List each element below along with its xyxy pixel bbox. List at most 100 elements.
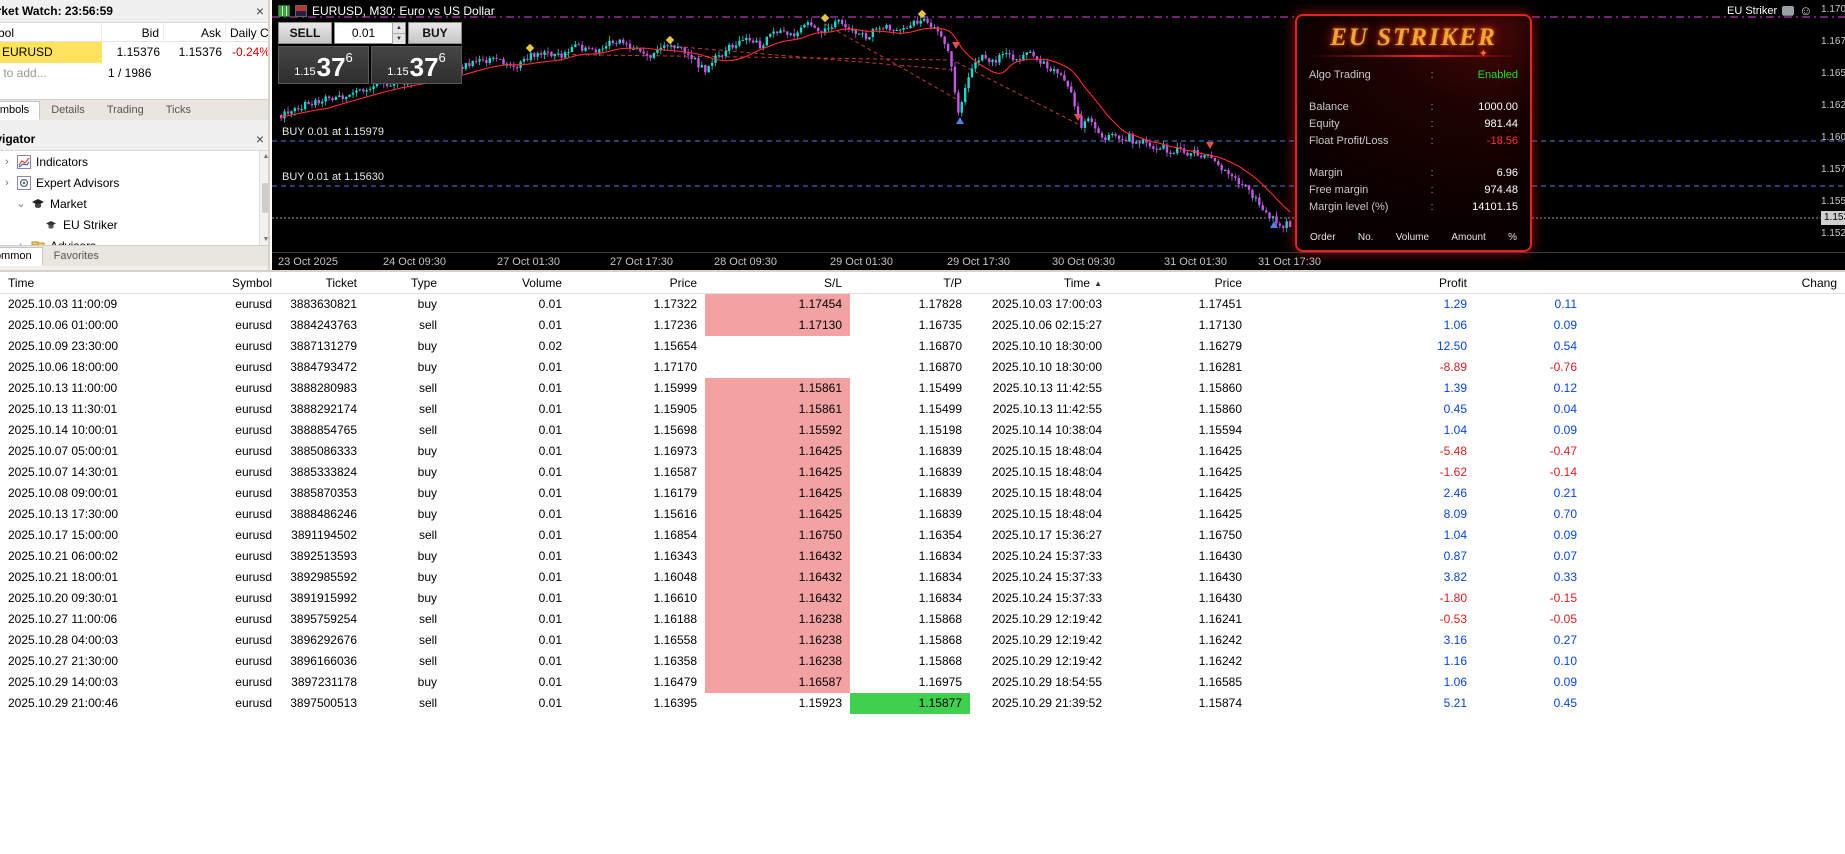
tree-item-advisors[interactable]: › Advisors bbox=[0, 235, 268, 246]
history-row[interactable]: 2025.10.13 11:30:01 eurusd 3888292174 sell 0… bbox=[0, 399, 1845, 420]
one-click-buttons: SELL 0.01 ▲ ▼ BUY bbox=[278, 22, 464, 44]
tab-trading[interactable]: Trading bbox=[106, 104, 144, 116]
history-row[interactable]: 2025.10.27 21:30:00 eurusd 3896166036 sell 0… bbox=[0, 651, 1845, 672]
history-row[interactable]: 2025.10.14 10:00:01 eurusd 3888854765 sell 0… bbox=[0, 420, 1845, 441]
history-cell: 1.16870 bbox=[918, 339, 962, 353]
col-volume[interactable]: Volume bbox=[521, 276, 562, 290]
tree-item-expert-advisors[interactable]: › Expert Advisors bbox=[0, 172, 268, 193]
market-watch-row-eurusd[interactable]: EURUSD 1.15376 1.15376 -0.24% bbox=[0, 42, 268, 63]
col-profit[interactable]: Profit bbox=[1438, 276, 1467, 290]
history-cell bbox=[1585, 441, 1845, 462]
history-row[interactable]: 2025.10.29 21:00:46 eurusd 3897500513 sell 0… bbox=[0, 693, 1845, 714]
col-type[interactable]: Type bbox=[410, 276, 437, 290]
history-cell: 0.33 bbox=[1553, 570, 1577, 584]
history-cell: 1.16048 bbox=[653, 570, 697, 584]
history-row[interactable]: 2025.10.07 05:00:01 eurusd 3885086333 buy 0.… bbox=[0, 441, 1845, 462]
history-cell: 0.09 bbox=[1553, 528, 1577, 542]
tab-symbols[interactable]: Symbols bbox=[0, 101, 41, 120]
col-close-time[interactable]: Time ▲ bbox=[1063, 276, 1102, 290]
history-cell: -1.80 bbox=[1439, 591, 1467, 605]
buy-price-display[interactable]: 1.15 37 6 bbox=[371, 46, 462, 84]
chevron-right-icon[interactable]: › bbox=[5, 176, 9, 189]
history-row[interactable]: 2025.10.08 09:00:01 eurusd 3885870353 buy 0.… bbox=[0, 483, 1845, 504]
col-open-time[interactable]: Time bbox=[8, 276, 35, 290]
history-row[interactable]: 2025.10.20 09:30:01 eurusd 3891915992 buy 0.… bbox=[0, 588, 1845, 609]
chevron-down-icon[interactable]: ⌄ bbox=[16, 198, 26, 210]
history-cell bbox=[705, 336, 850, 357]
col-change-values[interactable] bbox=[1475, 272, 1585, 293]
spinner-up-icon[interactable]: ▲ bbox=[393, 23, 405, 34]
history-cell: 1.17322 bbox=[653, 297, 697, 311]
date-axis[interactable]: 23 Oct 2025 24 Oct 09:30 27 Oct 01:30 27 Oc… bbox=[272, 252, 1845, 270]
history-cell: 1.16587 bbox=[705, 672, 850, 693]
history-cell: 1.15698 bbox=[653, 423, 697, 437]
tree-item-indicators[interactable]: › Indicators bbox=[0, 151, 268, 172]
spinner-down-icon[interactable]: ▼ bbox=[393, 34, 405, 44]
history-cell: buy bbox=[417, 444, 437, 458]
col-change[interactable]: Chang bbox=[1801, 276, 1837, 290]
column-symbol[interactable]: Symbol bbox=[0, 23, 102, 41]
col-symbol[interactable]: Symbol bbox=[231, 276, 272, 290]
history-cell: eurusd bbox=[235, 570, 272, 584]
bid-price: 1.15376 bbox=[116, 45, 160, 59]
history-cell: 1.16425 bbox=[1198, 507, 1242, 521]
buy-button[interactable]: BUY bbox=[408, 22, 462, 44]
history-row[interactable]: 2025.10.06 01:00:00 eurusd 3884243763 sell 0… bbox=[0, 315, 1845, 336]
history-row[interactable]: 2025.10.06 18:00:00 eurusd 3884793472 buy 0.… bbox=[0, 357, 1845, 378]
col-ticket[interactable]: Ticket bbox=[325, 276, 357, 290]
history-row[interactable]: 2025.10.09 23:30:00 eurusd 3887131279 buy 0.… bbox=[0, 336, 1845, 357]
column-ask[interactable]: Ask bbox=[164, 23, 226, 41]
horizontal-splitter[interactable] bbox=[0, 270, 1845, 272]
volume-input[interactable]: 0.01 ▲ ▼ bbox=[334, 22, 406, 44]
history-cell: 8.09 bbox=[1443, 507, 1467, 521]
sell-price-display[interactable]: 1.15 37 6 bbox=[278, 46, 369, 84]
history-row[interactable]: 2025.10.29 14:00:03 eurusd 3897231178 buy 0.… bbox=[0, 672, 1845, 693]
ask-price: 1.15376 bbox=[178, 45, 222, 59]
scroll-up-icon[interactable]: ▲ bbox=[262, 153, 270, 160]
hat-icon bbox=[1782, 6, 1795, 15]
history-row[interactable]: 2025.10.03 11:00:09 eurusd 3883630821 buy 0.… bbox=[0, 294, 1845, 315]
history-cell: eurusd bbox=[235, 528, 272, 542]
column-bid[interactable]: Bid bbox=[102, 23, 164, 41]
ea-chart-label[interactable]: EU Striker ☺ bbox=[1727, 4, 1812, 17]
tree-item-market[interactable]: ⌄ Market bbox=[0, 193, 268, 214]
col-open-price[interactable]: Price bbox=[669, 276, 697, 290]
scroll-down-icon[interactable]: ▼ bbox=[262, 236, 270, 243]
chevron-right-icon[interactable]: › bbox=[5, 155, 9, 168]
history-row[interactable]: 2025.10.13 17:30:00 eurusd 3888486246 buy 0.… bbox=[0, 504, 1845, 525]
history-row[interactable]: 2025.10.28 04:00:03 eurusd 3896292676 sell 0… bbox=[0, 630, 1845, 651]
history-cell: 1.17454 bbox=[705, 294, 850, 315]
history-cell: eurusd bbox=[235, 381, 272, 395]
click-to-add-label[interactable]: Click to add... bbox=[0, 66, 47, 80]
tab-ticks[interactable]: Ticks bbox=[165, 104, 191, 116]
chevron-right-icon[interactable]: › bbox=[16, 240, 26, 246]
column-daily-change[interactable]: Daily Ch... bbox=[226, 23, 268, 41]
history-row[interactable]: 2025.10.17 15:00:00 eurusd 3891194502 sell 0… bbox=[0, 525, 1845, 546]
navigator-scrollbar[interactable]: ▲ ▼ bbox=[259, 151, 270, 245]
tab-common[interactable]: Common bbox=[0, 247, 43, 266]
smiley-icon[interactable]: ☺ bbox=[1799, 3, 1813, 18]
date-axis-label: 28 Oct 09:30 bbox=[714, 256, 777, 268]
history-row[interactable]: 2025.10.21 06:00:02 eurusd 3892513593 buy 0.… bbox=[0, 546, 1845, 567]
symbol-counter: 1 / 1986 bbox=[108, 66, 152, 80]
market-icon bbox=[31, 197, 45, 211]
scrollbar-thumb[interactable] bbox=[261, 183, 268, 213]
click-to-add-row[interactable]: Click to add... 1 / 1986 bbox=[0, 63, 268, 84]
history-row[interactable]: 2025.10.07 14:30:01 eurusd 3885333824 buy 0.… bbox=[0, 462, 1845, 483]
history-row[interactable]: 2025.10.27 11:00:06 eurusd 3895759254 sell 0… bbox=[0, 609, 1845, 630]
col-tp[interactable]: T/P bbox=[943, 276, 962, 290]
tree-item-eu-striker[interactable]: EU Striker bbox=[0, 214, 268, 235]
history-cell: 1.16241 bbox=[1198, 612, 1242, 626]
sell-button[interactable]: SELL bbox=[278, 22, 332, 44]
chart-window[interactable]: EURUSD, M30: Euro vs US Dollar SELL 0.01… bbox=[272, 0, 1845, 270]
tab-details[interactable]: Details bbox=[51, 104, 85, 116]
volume-value[interactable]: 0.01 bbox=[351, 26, 376, 40]
history-row[interactable]: 2025.10.13 11:00:00 eurusd 3888280983 sell 0… bbox=[0, 378, 1845, 399]
col-close-price[interactable]: Price bbox=[1214, 276, 1242, 290]
history-row[interactable]: 2025.10.21 18:00:01 eurusd 3892985592 buy 0.… bbox=[0, 567, 1845, 588]
tab-favorites[interactable]: Favorites bbox=[53, 250, 99, 262]
history-cell bbox=[1585, 693, 1845, 714]
col-sl[interactable]: S/L bbox=[823, 276, 842, 290]
close-icon[interactable]: × bbox=[255, 3, 264, 19]
close-icon[interactable]: × bbox=[255, 131, 264, 147]
